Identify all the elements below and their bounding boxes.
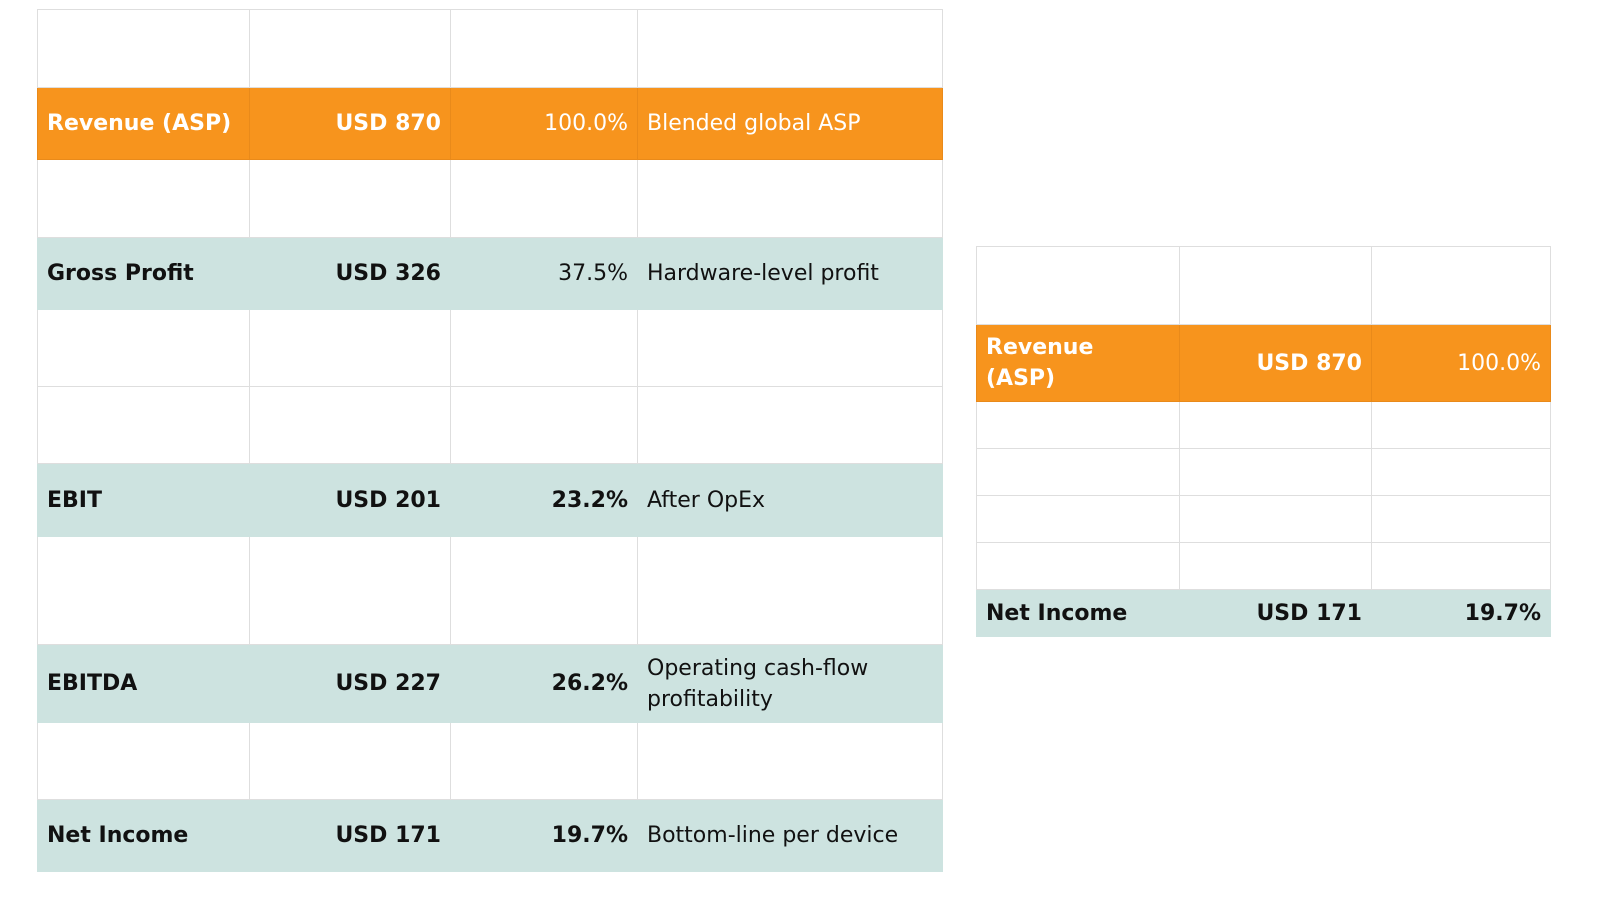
ebit-row: EBIT USD 201 23.2% After OpEx xyxy=(37,463,943,537)
cell[interactable] xyxy=(37,309,250,387)
cell[interactable] xyxy=(37,9,250,88)
empty-row xyxy=(37,9,943,88)
empty-row xyxy=(976,401,1551,449)
net-income-note[interactable]: Bottom-line per device xyxy=(637,799,943,872)
revenue-row: Revenue (ASP) USD 870 100.0% Blended glo… xyxy=(37,87,943,160)
cell[interactable] xyxy=(637,536,943,645)
cell[interactable] xyxy=(976,246,1180,325)
cell[interactable] xyxy=(37,722,250,800)
cell[interactable] xyxy=(37,536,250,645)
gross-profit-value[interactable]: USD 326 xyxy=(249,237,451,310)
cell[interactable] xyxy=(637,386,943,464)
ebit-value[interactable]: USD 201 xyxy=(249,463,451,537)
empty-row xyxy=(37,536,943,645)
net-income-label[interactable]: Net Income xyxy=(37,799,250,872)
empty-row xyxy=(976,448,1551,496)
empty-row xyxy=(37,386,943,464)
cell[interactable] xyxy=(1371,448,1551,496)
cell[interactable] xyxy=(249,722,451,800)
ebitda-margin[interactable]: 26.2% xyxy=(450,644,638,723)
summary-net-income-value[interactable]: USD 171 xyxy=(1179,589,1372,637)
empty-row xyxy=(37,309,943,387)
cell[interactable] xyxy=(450,386,638,464)
cell[interactable] xyxy=(1179,246,1372,325)
empty-row xyxy=(976,246,1551,325)
ebit-label[interactable]: EBIT xyxy=(37,463,250,537)
cell[interactable] xyxy=(637,722,943,800)
cell[interactable] xyxy=(1371,542,1551,590)
summary-revenue-row: Revenue (ASP) USD 870 100.0% xyxy=(976,324,1551,402)
cell[interactable] xyxy=(249,386,451,464)
cell[interactable] xyxy=(249,159,451,238)
cell[interactable] xyxy=(976,401,1180,449)
cell[interactable] xyxy=(249,9,451,88)
cell[interactable] xyxy=(1371,495,1551,543)
net-income-value[interactable]: USD 171 xyxy=(249,799,451,872)
cell[interactable] xyxy=(249,309,451,387)
summary-net-income-row: Net Income USD 171 19.7% xyxy=(976,589,1551,637)
cell[interactable] xyxy=(1371,246,1551,325)
revenue-note[interactable]: Blended global ASP xyxy=(637,87,943,160)
summary-net-income-margin[interactable]: 19.7% xyxy=(1371,589,1551,637)
cell[interactable] xyxy=(1179,495,1372,543)
cell[interactable] xyxy=(450,722,638,800)
cell[interactable] xyxy=(976,448,1180,496)
cell[interactable] xyxy=(1179,401,1372,449)
cell[interactable] xyxy=(37,159,250,238)
ebitda-value[interactable]: USD 227 xyxy=(249,644,451,723)
gross-profit-row: Gross Profit USD 326 37.5% Hardware-leve… xyxy=(37,237,943,310)
cell[interactable] xyxy=(249,536,451,645)
cell[interactable] xyxy=(976,542,1180,590)
ebitda-row: EBITDA USD 227 26.2% Operating cash-flow… xyxy=(37,644,943,723)
ebit-note[interactable]: After OpEx xyxy=(637,463,943,537)
empty-row xyxy=(976,495,1551,543)
cell[interactable] xyxy=(450,309,638,387)
ebitda-note[interactable]: Operating cash-flow profitability xyxy=(637,644,943,723)
net-income-row: Net Income USD 171 19.7% Bottom-line per… xyxy=(37,799,943,872)
cell[interactable] xyxy=(976,495,1180,543)
ebitda-label[interactable]: EBITDA xyxy=(37,644,250,723)
summary-revenue-label[interactable]: Revenue (ASP) xyxy=(976,324,1180,402)
cell[interactable] xyxy=(1371,401,1551,449)
ebit-margin[interactable]: 23.2% xyxy=(450,463,638,537)
pnl-table: Revenue (ASP) USD 870 100.0% Blended glo… xyxy=(37,9,943,872)
cell[interactable] xyxy=(450,536,638,645)
empty-row xyxy=(37,159,943,238)
summary-revenue-margin[interactable]: 100.0% xyxy=(1371,324,1551,402)
empty-row xyxy=(37,722,943,800)
gross-profit-note[interactable]: Hardware-level profit xyxy=(637,237,943,310)
summary-revenue-value[interactable]: USD 870 xyxy=(1179,324,1372,402)
cell[interactable] xyxy=(637,309,943,387)
cell[interactable] xyxy=(637,159,943,238)
empty-row xyxy=(976,542,1551,590)
net-income-margin[interactable]: 19.7% xyxy=(450,799,638,872)
cell[interactable] xyxy=(450,9,638,88)
revenue-margin[interactable]: 100.0% xyxy=(450,87,638,160)
gross-profit-margin[interactable]: 37.5% xyxy=(450,237,638,310)
cell[interactable] xyxy=(1179,542,1372,590)
revenue-value[interactable]: USD 870 xyxy=(249,87,451,160)
summary-table: Revenue (ASP) USD 870 100.0% Net Income … xyxy=(976,246,1551,637)
cell[interactable] xyxy=(37,386,250,464)
summary-net-income-label[interactable]: Net Income xyxy=(976,589,1180,637)
cell[interactable] xyxy=(1179,448,1372,496)
cell[interactable] xyxy=(450,159,638,238)
revenue-label[interactable]: Revenue (ASP) xyxy=(37,87,250,160)
gross-profit-label[interactable]: Gross Profit xyxy=(37,237,250,310)
cell[interactable] xyxy=(637,9,943,88)
